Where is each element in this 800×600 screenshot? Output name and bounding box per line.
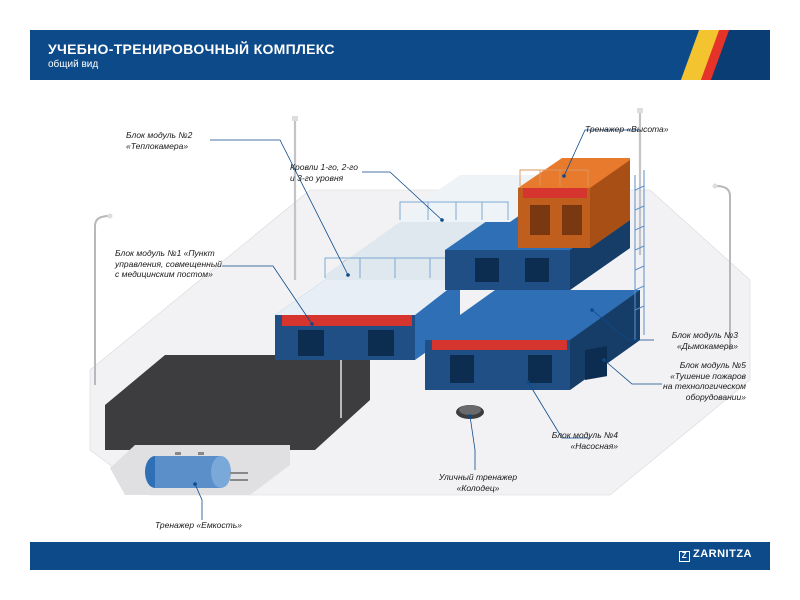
header-bar: УЧЕБНО-ТРЕНИРОВОЧНЫЙ КОМПЛЕКС общий вид bbox=[30, 30, 770, 80]
page-title: УЧЕБНО-ТРЕНИРОВОЧНЫЙ КОМПЛЕКС bbox=[48, 41, 335, 57]
label-module-4: Блок модуль №4«Насосная» bbox=[528, 430, 618, 451]
label-module-5: Блок модуль №5«Тушение пожаровна техноло… bbox=[648, 360, 746, 403]
footer-bar: ZZARNITZA bbox=[30, 542, 770, 570]
header-accent bbox=[640, 30, 770, 80]
label-module-2: Блок модуль №2«Теплокамера» bbox=[126, 130, 192, 151]
label-trainer-height: Тренажер «Высота» bbox=[585, 124, 669, 135]
label-module-1: Блок модуль №1 «Пунктуправления, совмеще… bbox=[115, 248, 222, 280]
brand-logo: ZZARNITZA bbox=[679, 548, 752, 562]
label-tank: Тренажер «Емкость» bbox=[155, 520, 242, 531]
diagram-stage: Блок модуль №2«Теплокамера» Кровли 1-го,… bbox=[30, 80, 770, 542]
label-module-3: Блок модуль №3«Дымокамера» bbox=[648, 330, 738, 351]
page-subtitle: общий вид bbox=[48, 59, 335, 70]
label-roofs: Кровли 1-го, 2-гои 3-го уровня bbox=[290, 162, 358, 183]
label-well: Уличный тренажер«Колодец» bbox=[438, 472, 518, 493]
